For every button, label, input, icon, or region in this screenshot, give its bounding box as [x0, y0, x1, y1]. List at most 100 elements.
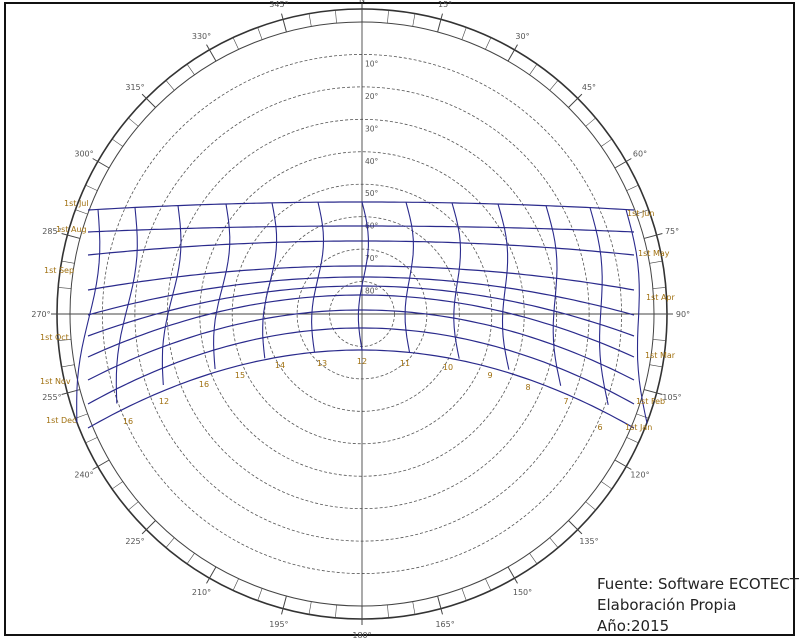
azimuth-tick	[387, 10, 389, 24]
azimuth-tick	[601, 481, 613, 490]
hour-line	[545, 205, 562, 386]
azimuth-tick	[141, 93, 156, 108]
azimuth-tick	[649, 364, 663, 368]
hour-line	[115, 207, 138, 404]
date-line	[87, 309, 635, 381]
azimuth-tick	[601, 138, 613, 147]
azimuth-tick	[636, 209, 649, 215]
hour-line	[357, 201, 369, 351]
azimuth-tick	[585, 117, 596, 127]
azimuth-tick	[308, 601, 312, 615]
hour-line	[161, 205, 182, 386]
date-line	[87, 201, 635, 211]
azimuth-tick	[585, 501, 596, 511]
azimuth-label: 210°	[192, 588, 211, 597]
azimuth-tick	[568, 520, 583, 535]
hour-line	[213, 203, 231, 370]
azimuth-tick	[61, 233, 81, 239]
azimuth-tick	[461, 27, 467, 40]
azimuth-label: 300°	[74, 150, 93, 159]
altitude-label: 40°	[365, 157, 379, 166]
azimuth-tick	[626, 184, 639, 191]
azimuth-tick	[58, 339, 72, 341]
month-label: 1st Mar	[645, 351, 676, 360]
north-label: N	[359, 0, 365, 4]
hour-line	[589, 207, 609, 406]
azimuth-tick	[186, 553, 195, 565]
hour-label: 12	[357, 357, 367, 366]
azimuth-tick	[206, 566, 217, 584]
azimuth-label: 345°	[269, 0, 288, 9]
azimuth-label: 255°	[42, 393, 61, 402]
hour-label: 7	[563, 397, 568, 406]
azimuth-tick	[649, 260, 663, 264]
azimuth-tick	[507, 566, 518, 584]
azimuth-tick	[141, 520, 156, 535]
date-line	[87, 349, 635, 429]
azimuth-tick	[529, 553, 538, 565]
date-lines	[87, 201, 635, 429]
month-label: 1st Oct	[40, 333, 69, 342]
author-line: Elaboración Propia	[597, 596, 737, 614]
month-label: 1st Apr	[646, 293, 675, 302]
azimuth-tick	[643, 233, 663, 239]
hour-label: 9	[487, 371, 492, 380]
azimuth-tick	[58, 287, 72, 289]
azimuth-tick	[437, 595, 443, 615]
hour-line	[451, 202, 462, 359]
azimuth-tick	[485, 37, 492, 50]
azimuth-label: 15°	[438, 0, 452, 9]
azimuth-tick	[61, 260, 75, 264]
hour-label: 16	[123, 417, 133, 426]
month-label: 1st Jul	[64, 199, 89, 208]
azimuth-label: 225°	[125, 537, 144, 546]
month-label: 1st Aug	[56, 225, 87, 234]
azimuth-tick	[412, 13, 416, 27]
azimuth-tick	[165, 537, 175, 548]
month-label: 1st Jun	[627, 209, 654, 218]
azimuth-tick	[335, 604, 337, 618]
azimuth-label: 270°	[31, 310, 50, 319]
azimuth-tick	[461, 588, 467, 601]
hour-label: 14	[275, 361, 285, 370]
date-line	[87, 294, 635, 358]
azimuth-tick	[281, 13, 287, 33]
month-labels: 1st Jul 1st Aug 1st Sep 1st Oct 1st Nov 1st D…	[40, 199, 676, 432]
azimuth-label: 330°	[192, 32, 211, 41]
hour-label: 13	[317, 359, 327, 368]
altitude-label: 50°	[365, 189, 379, 198]
azimuth-tick	[529, 63, 538, 75]
altitude-label: 70°	[365, 254, 379, 263]
diagram-frame	[4, 2, 795, 636]
azimuth-tick	[335, 10, 337, 24]
azimuth-tick	[75, 209, 88, 215]
azimuth-tick	[128, 117, 139, 127]
azimuth-label: 165°	[435, 620, 454, 629]
azimuth-tick	[387, 604, 389, 618]
month-label: 1st May	[638, 249, 670, 258]
altitude-label: 20°	[365, 92, 379, 101]
hour-labels: 16 12 16 15 14 13 12 11 10 9 8 7 6	[123, 357, 603, 432]
azimuth-tick	[61, 364, 75, 368]
azimuth-tick	[643, 389, 663, 395]
month-label: 1st Nov	[40, 377, 71, 386]
azimuth-tick	[111, 138, 123, 147]
source-line: Fuente: Software ECOTECT	[597, 575, 799, 593]
date-line	[87, 276, 635, 316]
azimuth-tick	[636, 413, 649, 419]
azimuth-tick	[75, 413, 88, 419]
hour-line	[497, 203, 510, 370]
azimuth-label: 60°	[633, 150, 647, 159]
azimuth-tick	[281, 595, 287, 615]
azimuth-tick	[626, 437, 639, 444]
hour-label: 16	[199, 380, 209, 389]
azimuth-tick	[614, 459, 632, 470]
azimuth-tick	[652, 339, 666, 341]
azimuth-label: 150°	[513, 588, 532, 597]
azimuth-tick	[186, 63, 195, 75]
north-marker: N	[359, 0, 365, 4]
azimuth-label: 120°	[630, 471, 649, 480]
azimuth-tick	[614, 158, 632, 169]
azimuth-tick	[128, 501, 139, 511]
date-line	[87, 327, 635, 405]
